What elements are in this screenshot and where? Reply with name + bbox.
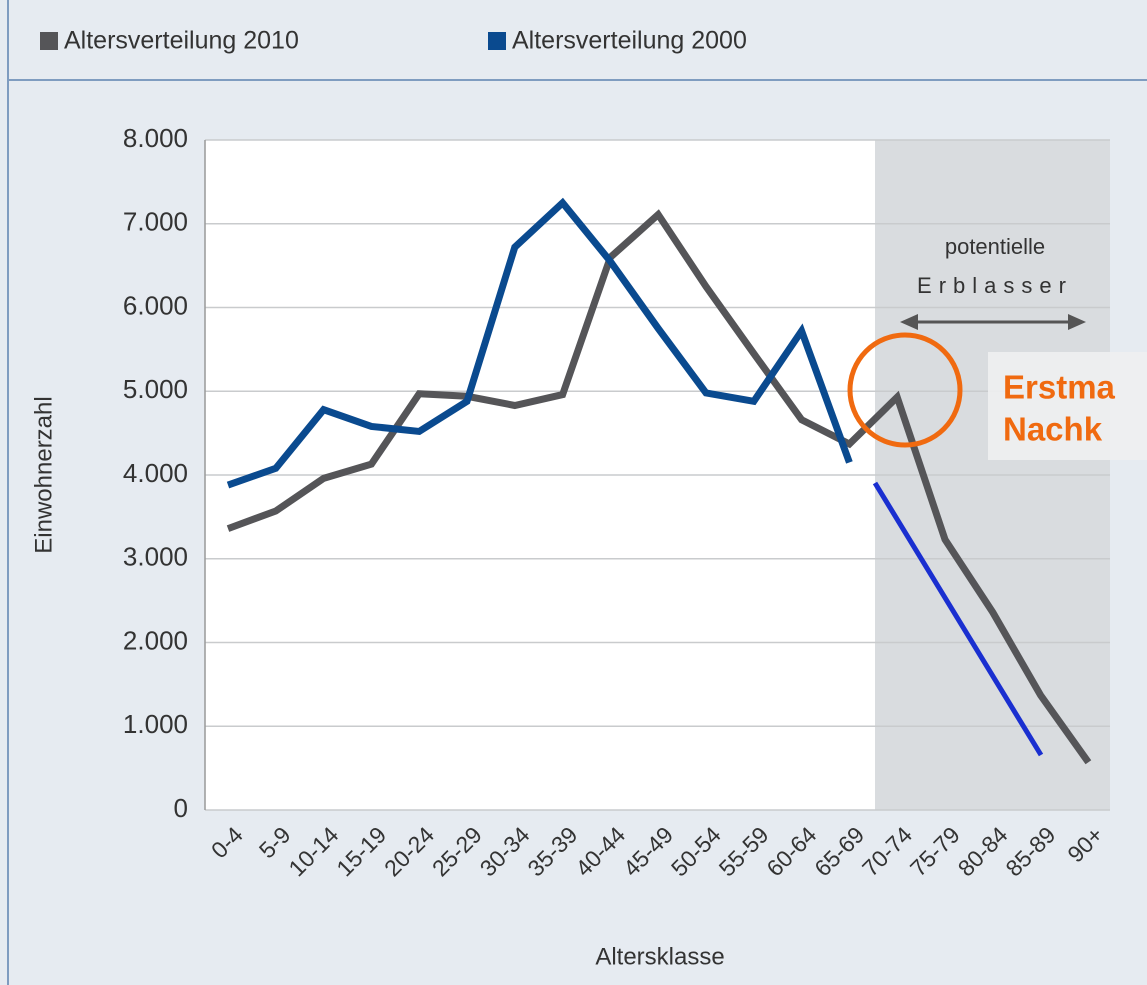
y-axis-label: Einwohnerzahl [30,396,57,553]
highlight-circle [847,332,963,448]
legend-label: Altersverteilung 2010 [64,27,299,55]
y-tick-label: 4.000 [123,458,188,488]
annotation: Erblasser [917,273,1073,298]
legend: Altersverteilung 2010 Altersverteilung 20… [40,27,747,55]
double-arrow [900,314,1086,330]
legend-label: Altersverteilung 2000 [512,27,747,55]
y-tick-label: 7.000 [123,207,188,237]
y-tick-label: 6.000 [123,290,188,320]
callout-box [988,352,1147,460]
x-axis-label: Altersklasse [595,943,724,970]
annotation: potentielle [945,234,1045,259]
callout-text: Nachk [1003,411,1103,448]
series-line [226,209,1092,765]
y-tick-label: 1.000 [123,709,188,739]
projection-line [872,481,1044,757]
y-tick-label: 2.000 [123,625,188,655]
legend-swatch [488,32,506,50]
y-tick-label: 5.000 [123,374,188,404]
y-tick-label: 8.000 [123,123,188,153]
series-line [226,197,853,489]
callout-text: Erstma [1003,369,1116,406]
y-tick-label: 0 [174,793,188,823]
y-tick-label: 3.000 [123,542,188,572]
legend-swatch [40,32,58,50]
lines [226,197,1092,765]
